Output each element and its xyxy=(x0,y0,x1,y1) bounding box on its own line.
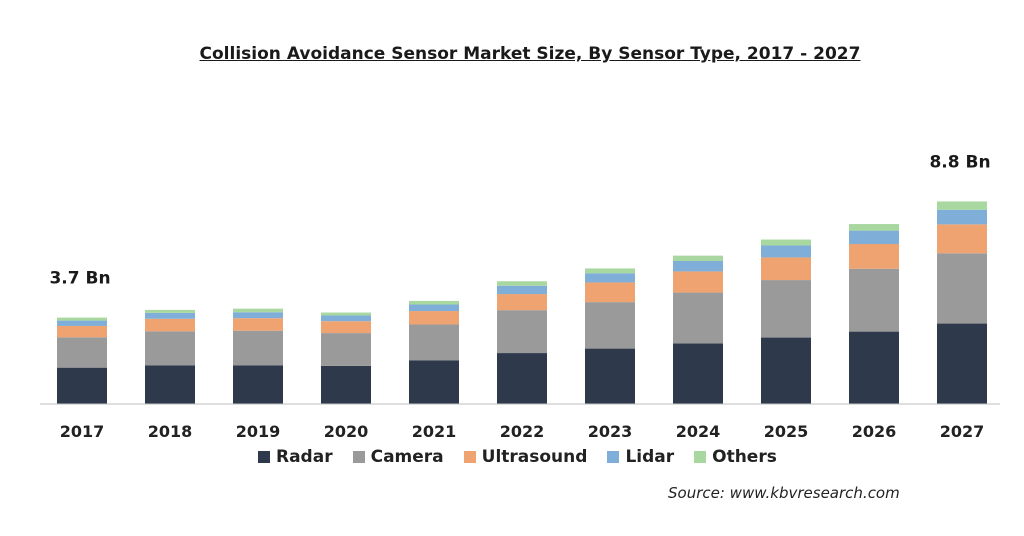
bar-segment-lidar-2022 xyxy=(497,285,547,295)
legend-swatch-lidar xyxy=(607,451,620,463)
x-tick-label-2024: 2024 xyxy=(676,422,721,441)
bar-segment-radar-2022 xyxy=(497,353,547,404)
x-tick-label-2025: 2025 xyxy=(764,422,809,441)
bar-segment-ultrasound-2017 xyxy=(57,325,107,338)
bar-segment-radar-2017 xyxy=(57,367,107,404)
bar-segment-lidar-2025 xyxy=(761,245,811,258)
source-note: Source: www.kbvresearch.com xyxy=(668,484,900,502)
legend-swatch-camera xyxy=(352,451,365,463)
legend-item-lidar: Lidar xyxy=(607,447,674,467)
legend-item-others: Others xyxy=(694,447,777,467)
x-tick-label-2022: 2022 xyxy=(500,422,545,441)
bar-segment-others-2026 xyxy=(849,224,899,231)
bar-segment-camera-2020 xyxy=(321,333,371,366)
bars-group xyxy=(57,201,987,404)
bar-segment-radar-2024 xyxy=(673,343,723,404)
bar-segment-radar-2026 xyxy=(849,331,899,404)
legend-label-others: Others xyxy=(712,447,777,467)
annotation-label-2027: 8.8 Bn xyxy=(929,152,990,172)
bar-segment-lidar-2019 xyxy=(233,312,283,319)
bar-segment-camera-2019 xyxy=(233,330,283,366)
bar-segment-ultrasound-2023 xyxy=(585,282,635,303)
bar-segment-ultrasound-2020 xyxy=(321,321,371,334)
bar-segment-camera-2027 xyxy=(937,253,987,324)
bar-segment-radar-2025 xyxy=(761,337,811,404)
bar-segment-camera-2017 xyxy=(57,337,107,368)
bar-segment-radar-2027 xyxy=(937,323,987,404)
legend-item-camera: Camera xyxy=(352,447,444,467)
legend-swatch-ultrasound xyxy=(463,451,476,463)
bar-segment-others-2025 xyxy=(761,239,811,246)
x-tick-label-2017: 2017 xyxy=(60,422,105,441)
x-tick-label-2018: 2018 xyxy=(148,422,193,441)
x-tick-label-2023: 2023 xyxy=(588,422,633,441)
legend-label-camera: Camera xyxy=(370,447,444,467)
legend: Radar Camera Ultrasound Lidar Others xyxy=(258,446,778,468)
x-tick-label-2027: 2027 xyxy=(940,422,985,441)
x-tick-label-2020: 2020 xyxy=(324,422,369,441)
bar-segment-radar-2023 xyxy=(585,348,635,404)
bar-segment-lidar-2026 xyxy=(849,230,899,245)
bar-segment-others-2023 xyxy=(585,268,635,274)
bar-segment-lidar-2023 xyxy=(585,273,635,283)
chart-title: Collision Avoidance Sensor Market Size, … xyxy=(199,44,861,64)
bar-segment-others-2024 xyxy=(673,255,723,261)
legend-item-radar: Radar xyxy=(258,447,333,467)
bar-segment-camera-2022 xyxy=(497,310,547,354)
bar-segment-camera-2024 xyxy=(673,292,723,344)
legend-label-radar: Radar xyxy=(276,447,333,467)
bar-segment-ultrasound-2022 xyxy=(497,294,547,311)
bar-segment-camera-2018 xyxy=(145,331,195,366)
bar-segment-radar-2018 xyxy=(145,365,195,404)
bar-segment-lidar-2021 xyxy=(409,304,459,312)
bar-segment-camera-2021 xyxy=(409,324,459,361)
annotations-group: 3.7 Bn 8.8 Bn xyxy=(49,152,990,288)
bar-segment-others-2022 xyxy=(497,281,547,286)
x-tick-label-2019: 2019 xyxy=(236,422,281,441)
legend-label-lidar: Lidar xyxy=(625,447,675,467)
bar-segment-others-2019 xyxy=(233,308,283,313)
bar-segment-radar-2020 xyxy=(321,365,371,404)
bar-segment-ultrasound-2027 xyxy=(937,224,987,254)
annotation-label-2017: 3.7 Bn xyxy=(49,269,110,289)
bar-segment-lidar-2024 xyxy=(673,261,723,272)
bar-segment-ultrasound-2019 xyxy=(233,318,283,331)
legend-label-ultrasound: Ultrasound xyxy=(481,447,588,467)
legend-swatch-radar xyxy=(258,451,270,463)
bar-segment-lidar-2020 xyxy=(321,315,371,322)
bar-segment-camera-2025 xyxy=(761,280,811,338)
bar-segment-others-2021 xyxy=(409,300,459,305)
bar-segment-ultrasound-2021 xyxy=(409,311,459,325)
bar-segment-others-2017 xyxy=(57,317,107,321)
bar-segment-ultrasound-2024 xyxy=(673,271,723,293)
bar-segment-camera-2023 xyxy=(585,302,635,349)
x-tick-labels: 2017 2018 2019 2020 2021 2022 2023 2024 2025 2026… xyxy=(60,422,985,441)
bar-segment-ultrasound-2025 xyxy=(761,257,811,281)
legend-item-ultrasound: Ultrasound xyxy=(463,447,588,467)
bar-segment-lidar-2017 xyxy=(57,320,107,326)
bar-segment-radar-2019 xyxy=(233,365,283,404)
bar-segment-others-2018 xyxy=(145,309,195,313)
legend-swatch-others xyxy=(694,451,707,463)
bar-segment-camera-2026 xyxy=(849,268,899,332)
bar-segment-lidar-2018 xyxy=(145,312,195,319)
x-tick-label-2021: 2021 xyxy=(412,422,457,441)
bar-segment-lidar-2027 xyxy=(937,209,987,225)
bar-segment-others-2027 xyxy=(937,201,987,210)
bar-segment-ultrasound-2018 xyxy=(145,318,195,332)
bar-segment-radar-2021 xyxy=(409,360,459,404)
bar-segment-others-2020 xyxy=(321,312,371,316)
bar-segment-ultrasound-2026 xyxy=(849,244,899,269)
x-tick-label-2026: 2026 xyxy=(852,422,897,441)
